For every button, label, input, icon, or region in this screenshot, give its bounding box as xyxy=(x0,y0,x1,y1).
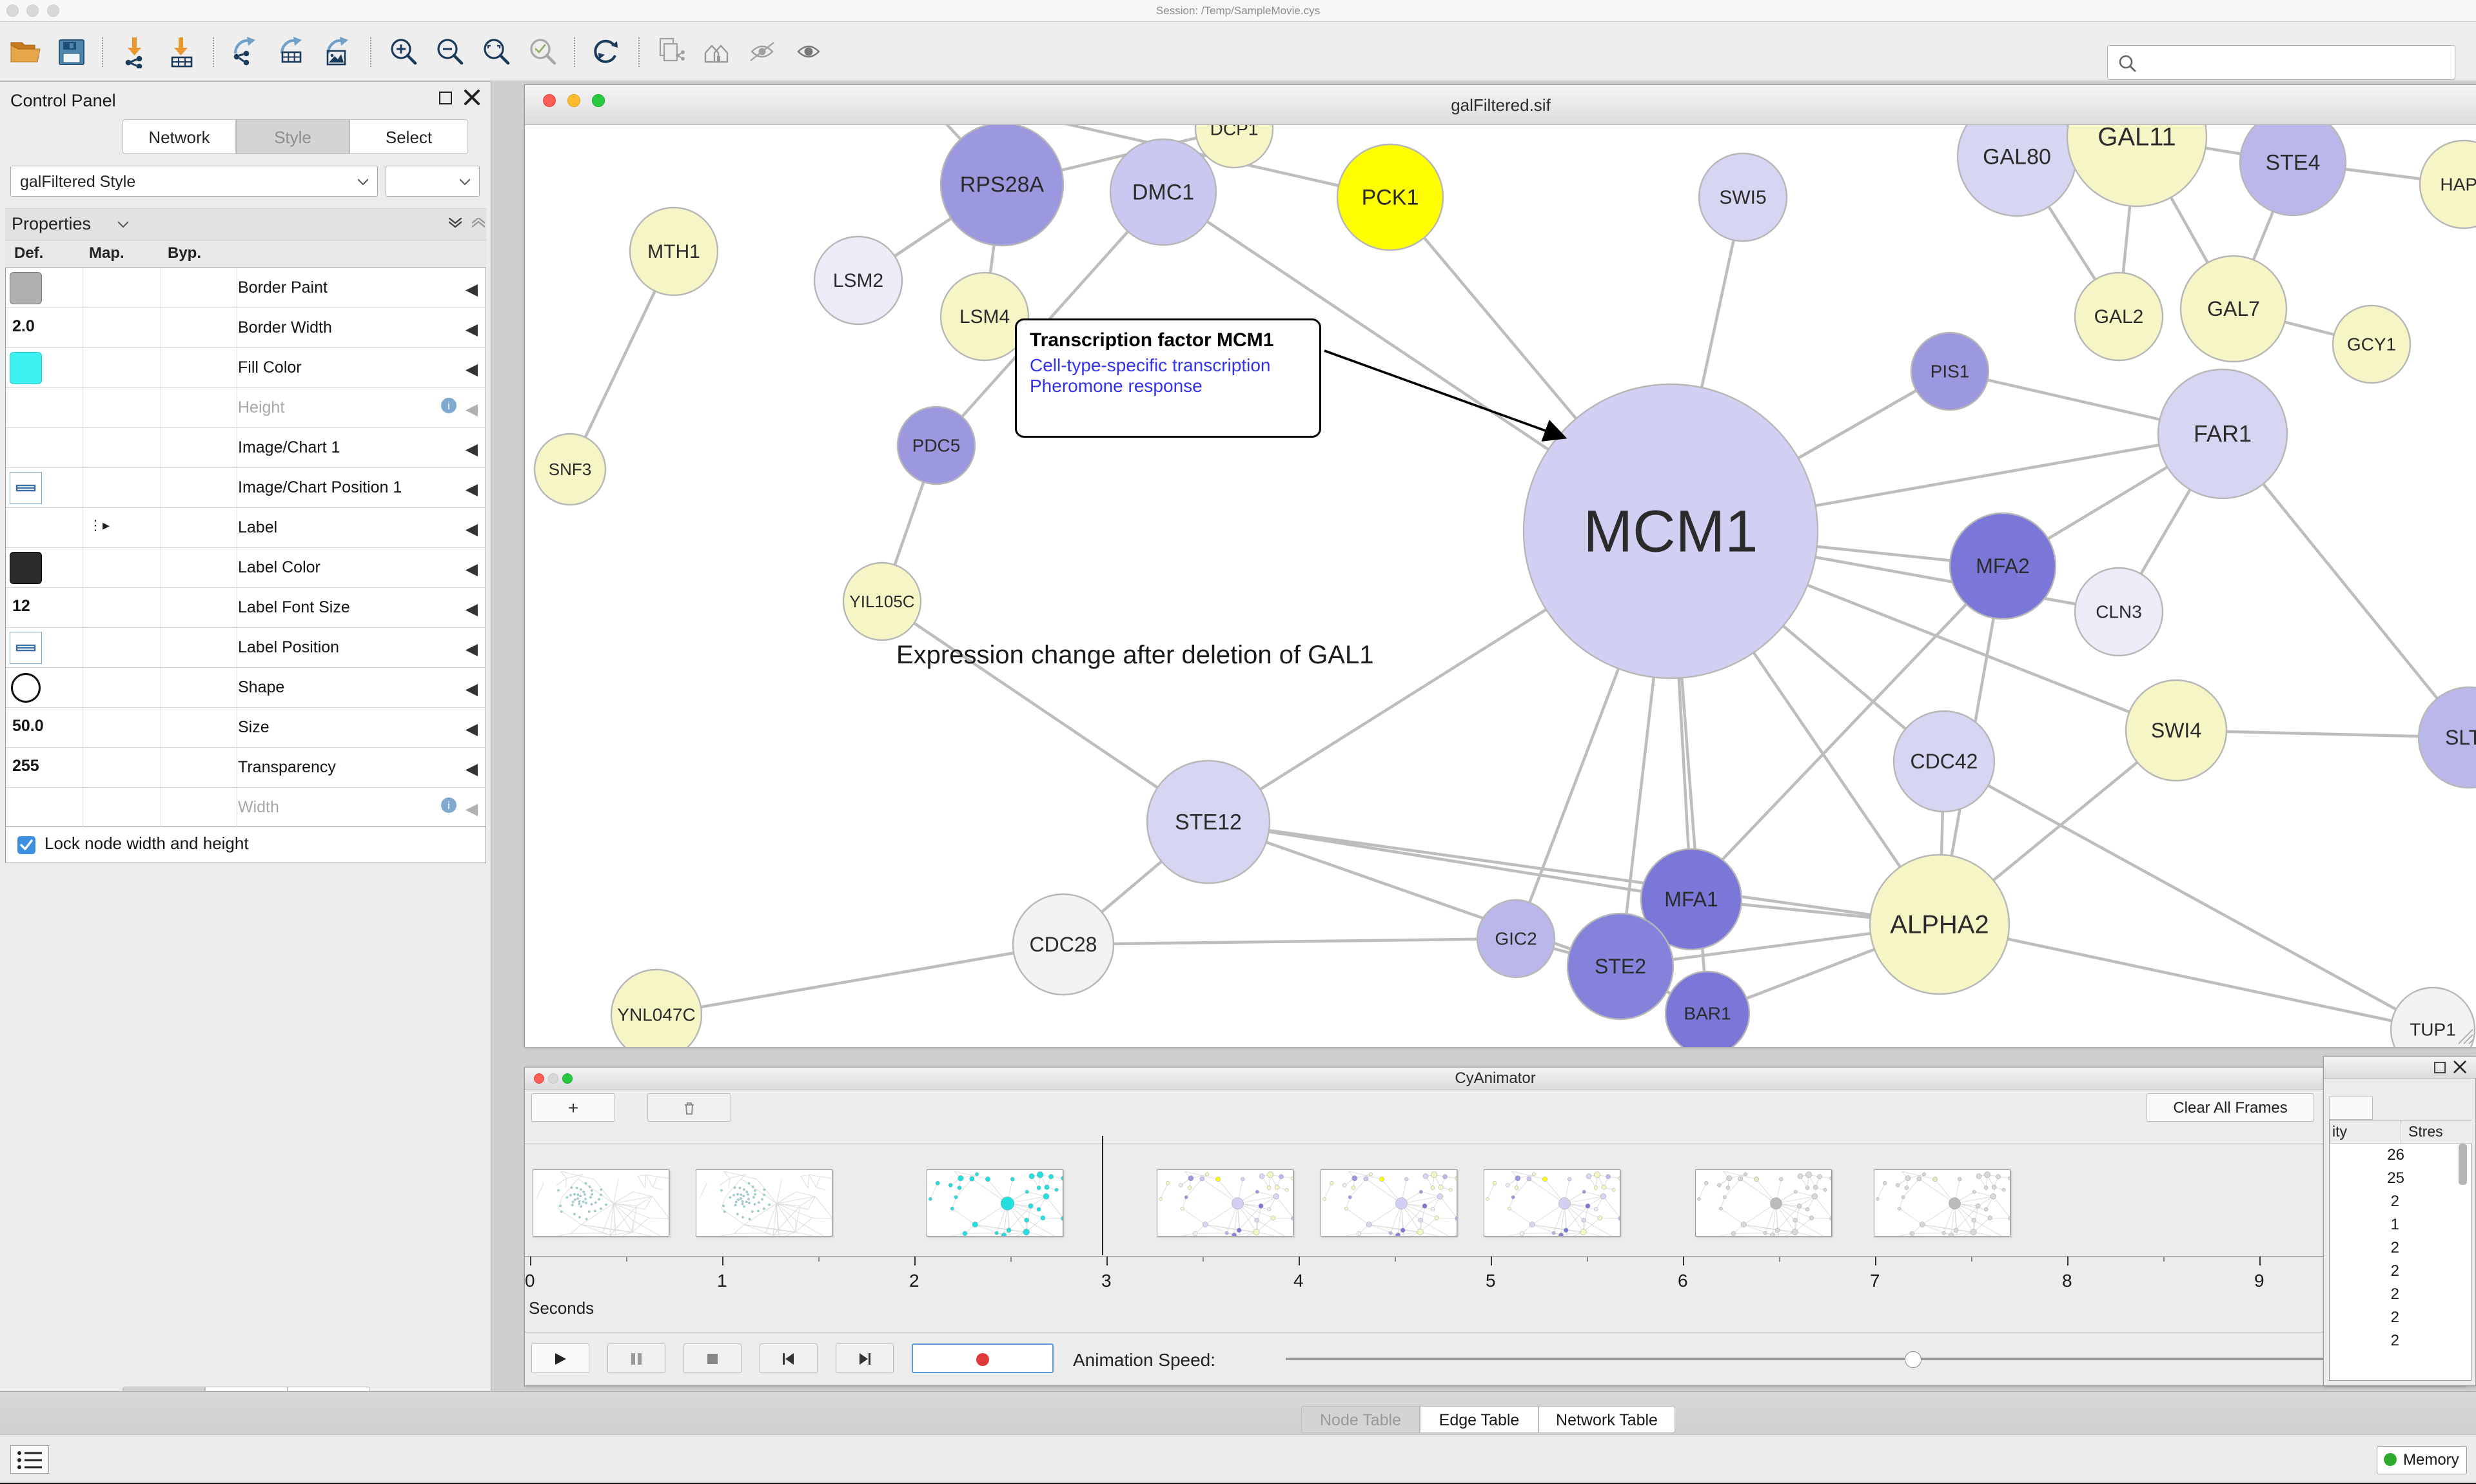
svg-text:DMC1: DMC1 xyxy=(1132,181,1194,205)
svg-text:HAP2: HAP2 xyxy=(2440,175,2476,195)
svg-text:LSM2: LSM2 xyxy=(833,270,883,291)
svg-text:MTH1: MTH1 xyxy=(647,241,700,262)
svg-text:SWI4: SWI4 xyxy=(2151,719,2201,742)
svg-text:MFA1: MFA1 xyxy=(1664,888,1718,911)
svg-text:MCM1: MCM1 xyxy=(1584,498,1758,564)
svg-text:STE4: STE4 xyxy=(2265,151,2320,175)
svg-text:MFA2: MFA2 xyxy=(1976,554,2030,578)
svg-text:GAL11: GAL11 xyxy=(2098,125,2176,151)
svg-text:RPS28A: RPS28A xyxy=(960,173,1045,197)
svg-text:LSM4: LSM4 xyxy=(959,306,1010,327)
svg-text:i: i xyxy=(447,799,450,812)
svg-text:PDC5: PDC5 xyxy=(912,436,961,456)
svg-text:PIS1: PIS1 xyxy=(1931,362,1970,382)
svg-text:GIC2: GIC2 xyxy=(1495,929,1537,949)
svg-text:BAR1: BAR1 xyxy=(1684,1004,1731,1024)
svg-text:YIL105C: YIL105C xyxy=(849,592,914,611)
svg-text:TUP1: TUP1 xyxy=(2410,1020,2456,1040)
svg-text:SNF3: SNF3 xyxy=(549,460,591,479)
svg-text:DCP1: DCP1 xyxy=(1210,125,1259,139)
svg-text:YNL047C: YNL047C xyxy=(617,1005,695,1025)
svg-text:STE12: STE12 xyxy=(1175,810,1242,835)
svg-text:ALPHA2: ALPHA2 xyxy=(1890,911,1989,939)
svg-text:GAL7: GAL7 xyxy=(2207,297,2260,320)
svg-text:STE2: STE2 xyxy=(1595,955,1646,978)
svg-text:PCK1: PCK1 xyxy=(1362,186,1419,210)
svg-text:CLN3: CLN3 xyxy=(2096,602,2142,622)
svg-text:FAR1: FAR1 xyxy=(2194,420,2252,447)
svg-text:GCY1: GCY1 xyxy=(2347,335,2396,355)
svg-text:CDC28: CDC28 xyxy=(1030,933,1097,956)
svg-text:SLT2: SLT2 xyxy=(2445,726,2476,749)
svg-text:SWI5: SWI5 xyxy=(1719,187,1766,208)
svg-text:i: i xyxy=(447,400,450,412)
svg-text:CDC42: CDC42 xyxy=(1911,750,1978,773)
svg-text:GAL80: GAL80 xyxy=(1983,145,2051,170)
svg-text:GAL2: GAL2 xyxy=(2094,306,2144,327)
